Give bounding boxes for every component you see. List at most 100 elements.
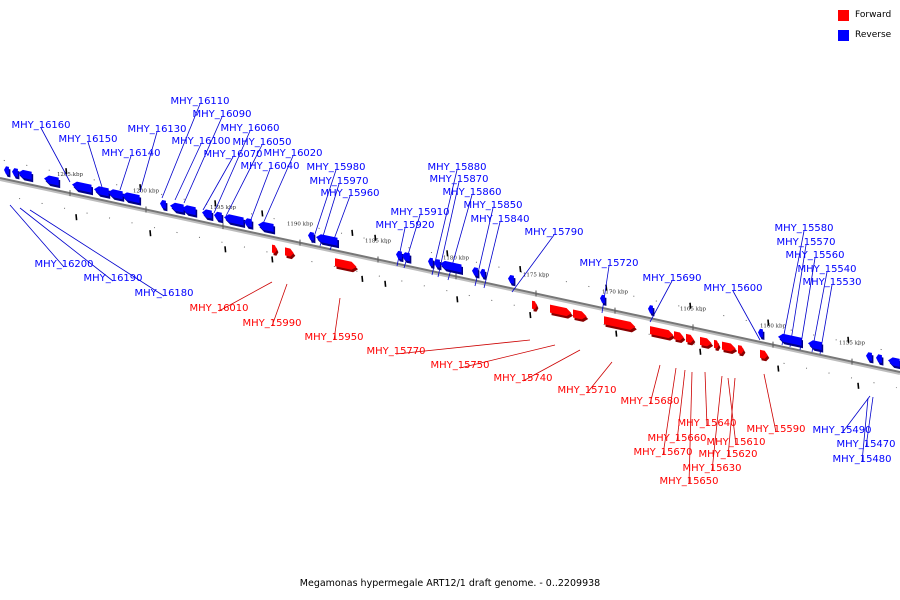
reverse-gene-arrow[interactable] bbox=[170, 202, 184, 213]
reverse-gene-arrow[interactable] bbox=[182, 205, 196, 216]
reverse-gene-arrow[interactable] bbox=[308, 231, 314, 241]
gene-label[interactable]: MHY_15740 bbox=[493, 373, 552, 384]
gene-label[interactable]: MHY_15960 bbox=[320, 188, 379, 199]
gene-label[interactable]: MHY_16190 bbox=[83, 273, 142, 284]
gene-label[interactable]: MHY_16060 bbox=[220, 123, 279, 134]
gene-label[interactable]: MHY_15540 bbox=[797, 264, 856, 275]
gene-label[interactable]: MHY_15790 bbox=[524, 227, 583, 238]
gene-label[interactable]: MHY_16090 bbox=[192, 109, 251, 120]
forward-gene-arrow[interactable] bbox=[686, 333, 694, 343]
reverse-gene-arrow[interactable] bbox=[866, 352, 872, 361]
gene-label[interactable]: MHY_15980 bbox=[306, 162, 365, 173]
reverse-gene-arrow[interactable] bbox=[778, 333, 802, 346]
reverse-gene-arrow[interactable] bbox=[402, 252, 410, 262]
reverse-gene-arrow[interactable] bbox=[508, 275, 514, 284]
gene-label[interactable]: MHY_15840 bbox=[470, 214, 529, 225]
reverse-gene-arrow[interactable] bbox=[108, 189, 123, 200]
gene-label[interactable]: MHY_15710 bbox=[557, 385, 616, 396]
reverse-gene-arrow[interactable] bbox=[808, 340, 822, 351]
forward-gene-arrow[interactable] bbox=[285, 247, 294, 257]
gene-label[interactable]: MHY_16010 bbox=[189, 303, 248, 314]
gene-label[interactable]: MHY_16100 bbox=[171, 136, 230, 147]
reverse-gene-arrow[interactable] bbox=[758, 328, 763, 338]
forward-gene-arrow[interactable] bbox=[532, 300, 537, 310]
reverse-gene-arrow[interactable] bbox=[316, 234, 338, 246]
gene-label[interactable]: MHY_16140 bbox=[101, 148, 160, 159]
reverse-gene-arrow[interactable] bbox=[4, 166, 9, 175]
gene-label[interactable]: MHY_16130 bbox=[127, 124, 186, 135]
gene-label[interactable]: MHY_15770 bbox=[366, 346, 425, 357]
forward-gene-arrow[interactable] bbox=[335, 258, 357, 270]
gene-label[interactable]: MHY_15720 bbox=[579, 258, 638, 269]
gene-label[interactable]: MHY_15660 bbox=[647, 433, 706, 444]
gene-label[interactable]: MHY_15600 bbox=[703, 283, 762, 294]
reverse-gene-arrow[interactable] bbox=[434, 259, 440, 268]
reverse-gene-arrow[interactable] bbox=[396, 250, 402, 260]
reverse-gene-arrow[interactable] bbox=[440, 260, 462, 273]
gene-label[interactable]: MHY_15850 bbox=[463, 200, 522, 211]
forward-gene-arrow[interactable] bbox=[738, 345, 744, 354]
forward-gene-arrow[interactable] bbox=[550, 304, 572, 317]
gene-label[interactable]: MHY_15880 bbox=[427, 162, 486, 173]
gene-label[interactable]: MHY_15560 bbox=[785, 250, 844, 261]
forward-gene-arrow[interactable] bbox=[700, 336, 712, 347]
gene-label[interactable]: MHY_15620 bbox=[698, 449, 757, 460]
gene-label[interactable]: MHY_15530 bbox=[802, 277, 861, 288]
forward-gene-arrow[interactable] bbox=[722, 341, 736, 352]
forward-gene-arrow[interactable] bbox=[674, 331, 684, 341]
reverse-gene-arrow[interactable] bbox=[480, 268, 485, 278]
reverse-gene-arrow[interactable] bbox=[12, 168, 18, 177]
gene-label[interactable]: MHY_16150 bbox=[58, 134, 117, 145]
gene-label[interactable]: MHY_15680 bbox=[620, 396, 679, 407]
gene-label[interactable]: MHY_16200 bbox=[34, 259, 93, 270]
reverse-gene-arrow[interactable] bbox=[258, 221, 274, 232]
reverse-gene-arrow[interactable] bbox=[160, 200, 166, 209]
gene-label[interactable]: MHY_15870 bbox=[429, 174, 488, 185]
reverse-gene-arrow[interactable] bbox=[94, 186, 109, 197]
gene-label[interactable]: MHY_15690 bbox=[642, 273, 701, 284]
reverse-gene-arrow[interactable] bbox=[18, 169, 32, 180]
gene-label[interactable]: MHY_15480 bbox=[832, 454, 891, 465]
gene-label[interactable]: MHY_15490 bbox=[812, 425, 871, 436]
forward-gene-arrow[interactable] bbox=[760, 349, 768, 359]
gene-label[interactable]: MHY_15470 bbox=[836, 439, 895, 450]
reverse-gene-arrow[interactable] bbox=[428, 257, 433, 267]
reverse-gene-arrow[interactable] bbox=[472, 267, 478, 276]
reverse-gene-arrow[interactable] bbox=[244, 218, 252, 228]
forward-gene-arrow[interactable] bbox=[573, 309, 587, 320]
gene-label[interactable]: MHY_15910 bbox=[390, 207, 449, 218]
gene-label[interactable]: MHY_16040 bbox=[240, 161, 299, 172]
reverse-gene-arrow[interactable] bbox=[224, 214, 244, 226]
gene-label[interactable]: MHY_16050 bbox=[232, 137, 291, 148]
reverse-gene-arrow[interactable] bbox=[122, 192, 140, 204]
gene-label[interactable]: MHY_16110 bbox=[170, 96, 229, 107]
gene-label[interactable]: MHY_16070 bbox=[203, 149, 262, 160]
gene-label[interactable]: MHY_15610 bbox=[706, 437, 765, 448]
gene-label[interactable]: MHY_15860 bbox=[442, 187, 501, 198]
reverse-gene-arrow[interactable] bbox=[876, 354, 882, 364]
gene-label[interactable]: MHY_15650 bbox=[659, 476, 718, 487]
gene-label[interactable]: MHY_15990 bbox=[242, 318, 301, 329]
gene-label[interactable]: MHY_15570 bbox=[776, 237, 835, 248]
gene-label[interactable]: MHY_15590 bbox=[746, 424, 805, 435]
gene-label[interactable]: MHY_16180 bbox=[134, 288, 193, 299]
gene-label[interactable]: MHY_15640 bbox=[677, 418, 736, 429]
gene-label[interactable]: MHY_15920 bbox=[375, 220, 434, 231]
forward-gene-arrow[interactable] bbox=[604, 316, 636, 330]
reverse-gene-arrow[interactable] bbox=[648, 305, 653, 314]
gene-label[interactable]: MHY_15750 bbox=[430, 360, 489, 371]
gene-label[interactable]: MHY_15970 bbox=[309, 176, 368, 187]
forward-gene-arrow[interactable] bbox=[650, 326, 674, 339]
gene-label[interactable]: MHY_16160 bbox=[11, 120, 70, 131]
reverse-gene-arrow[interactable] bbox=[600, 294, 605, 304]
reverse-gene-arrow[interactable] bbox=[44, 175, 59, 186]
gene-label[interactable]: MHY_15950 bbox=[304, 332, 363, 343]
forward-gene-arrow[interactable] bbox=[272, 244, 277, 254]
reverse-gene-arrow[interactable] bbox=[202, 209, 212, 219]
forward-gene-arrow[interactable] bbox=[714, 339, 719, 349]
reverse-gene-arrow[interactable] bbox=[72, 181, 92, 193]
gene-label[interactable]: MHY_15580 bbox=[774, 223, 833, 234]
reverse-gene-arrow[interactable] bbox=[214, 211, 222, 221]
gene-label[interactable]: MHY_15670 bbox=[633, 447, 692, 458]
reverse-gene-arrow[interactable] bbox=[888, 357, 900, 367]
